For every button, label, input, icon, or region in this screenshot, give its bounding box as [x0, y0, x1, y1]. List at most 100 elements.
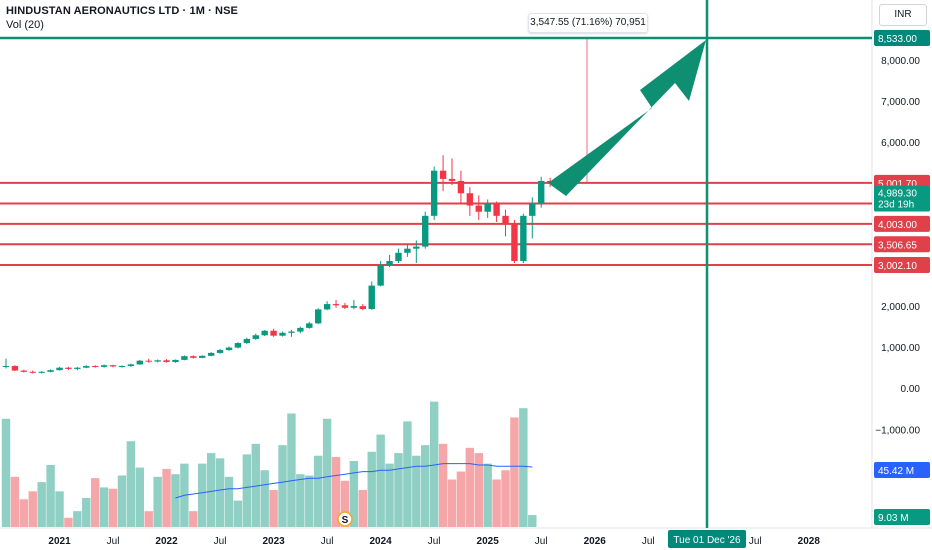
price-tick-label: 6,000.00 [881, 138, 920, 149]
candle-body [145, 360, 152, 362]
volume-bar [215, 458, 225, 527]
time-tick-label: 2025 [477, 536, 500, 547]
volume-bar [171, 474, 180, 527]
volume-bar [233, 500, 243, 527]
volume-bar [189, 511, 198, 527]
level-price-tag-bg [874, 236, 930, 253]
volume-bar [251, 443, 260, 527]
candle-body [430, 170, 438, 216]
time-tick-label: Jul [642, 536, 655, 547]
volume-bar [385, 463, 394, 527]
candle-body [127, 364, 135, 367]
volume-bar [394, 453, 403, 527]
candle-body [118, 366, 126, 368]
price-tick-label: 2,000.00 [881, 302, 920, 313]
volume-bar [528, 515, 537, 527]
volume-bar [278, 445, 287, 527]
volume-ma-tag: 45.42 M [878, 466, 914, 477]
crosshair-price-tag: 8,533.00 [878, 34, 917, 45]
volume-bar [135, 467, 144, 527]
volume-bar [10, 476, 20, 527]
bar-countdown-label: 23d 19h [878, 199, 914, 210]
candle-body [350, 306, 358, 308]
volume-bar [144, 511, 153, 527]
volume-bar [376, 434, 385, 527]
time-tick-label: Jul [535, 536, 548, 547]
candle-body [332, 304, 340, 306]
candle-body [502, 215, 509, 225]
level-price-tag: 3,002.10 [878, 261, 917, 272]
volume-bar [456, 471, 466, 527]
candle-body [74, 367, 81, 369]
volume-bar [474, 453, 483, 527]
candle-body [136, 360, 143, 365]
volume-bar [46, 464, 55, 527]
symbol-title[interactable]: HINDUSTAN AERONAUTICS LTD · 1M · NSE [6, 5, 238, 17]
candle-body [386, 260, 393, 266]
price-tick-label: 8,000.00 [881, 56, 920, 67]
volume-last-tag: 9.03 M [878, 513, 909, 524]
candle-body [225, 347, 233, 351]
candle-body [422, 215, 429, 247]
candle-body [484, 203, 491, 212]
candle-body [475, 205, 482, 212]
volume-bar [206, 453, 216, 527]
candle-body [448, 178, 456, 181]
time-tick-label: Jul [749, 536, 762, 547]
volume-bar [82, 497, 91, 527]
volume-bar [314, 455, 323, 527]
candle-body [359, 306, 366, 310]
volume-bar [447, 479, 457, 527]
dividend-marker-letter: S [342, 515, 349, 526]
volume-bar [429, 401, 439, 527]
candle-body [520, 215, 527, 261]
volume-bar [73, 511, 82, 527]
volume-bar [260, 470, 269, 527]
candle-body [100, 365, 108, 367]
volume-bar [55, 491, 64, 527]
volume-bar [305, 475, 314, 527]
volume-bar [421, 445, 430, 527]
volume-bar [64, 517, 73, 527]
candle-body [404, 248, 411, 253]
time-tick-label: Jul [107, 536, 120, 547]
time-tick-label: 2021 [48, 536, 71, 547]
volume-bar [367, 451, 376, 527]
time-tick-label: Jul [428, 536, 441, 547]
volume-bar [492, 479, 501, 527]
volume-bar [37, 482, 46, 527]
candle-body [92, 366, 99, 368]
candle-body [538, 180, 545, 204]
crosshair-date-tag: Tue 01 Dec '26 [673, 535, 741, 546]
candle-body [288, 331, 295, 333]
candle-body [323, 304, 331, 310]
volume-bar [349, 461, 359, 527]
volume-bar [510, 417, 519, 527]
price-tick-label: 0.00 [901, 384, 921, 395]
candle-body [109, 365, 117, 367]
currency-selector[interactable]: INR [879, 4, 927, 26]
volume-bar [331, 457, 341, 527]
candle-body [341, 305, 349, 308]
level-price-tag-bg [874, 215, 930, 232]
price-tick-label: 7,000.00 [881, 97, 920, 108]
volume-bar [99, 487, 109, 527]
measure-tooltip: 3,547.55 (71.16%) 70,951 [528, 13, 648, 33]
candle-body [20, 370, 28, 372]
volume-indicator-label[interactable]: Vol (20) [6, 19, 44, 31]
candle-body [297, 327, 304, 332]
volume-bar [198, 463, 207, 527]
candle-body [493, 203, 500, 216]
candle-body [47, 370, 54, 372]
candle-body [83, 366, 90, 368]
time-tick-label: Jul [321, 536, 334, 547]
volume-bar [340, 480, 350, 527]
volume-bar [242, 454, 252, 527]
candle-body [511, 224, 518, 261]
last-price-tag: 4,989.30 [878, 188, 917, 199]
candle-body [270, 330, 277, 336]
candle-body [261, 330, 268, 336]
candle-body [65, 367, 72, 369]
volume-bar [501, 470, 510, 527]
